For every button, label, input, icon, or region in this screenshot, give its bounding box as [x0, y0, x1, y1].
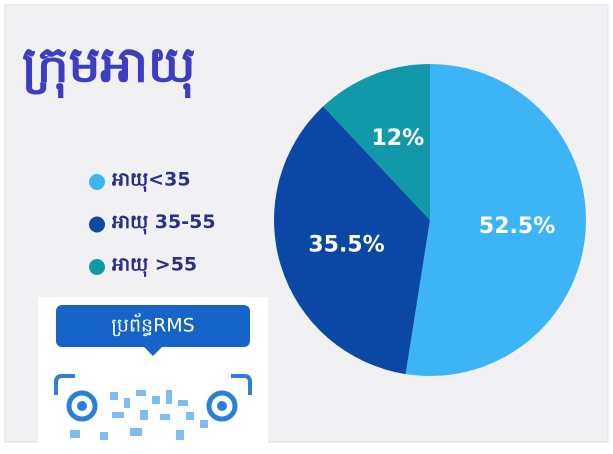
data-label: 12% — [372, 126, 425, 151]
data-label: 35.5% — [308, 233, 384, 258]
qr-card: ប្រព័ន្ធRMS — [38, 297, 268, 450]
qr-finder — [206, 390, 238, 422]
legend-label: អាយុ 35-55 — [112, 211, 216, 235]
legend-swatch — [89, 259, 105, 275]
qr-pointer — [144, 347, 162, 356]
pie-slice — [405, 64, 587, 376]
qr-caption: ប្រព័ន្ធRMS — [111, 313, 195, 337]
qr-frame — [54, 374, 252, 395]
qr-finder — [77, 401, 87, 411]
legend-label: អាយុ<35 — [112, 169, 191, 193]
qr-button — [56, 305, 250, 347]
legend-swatch — [89, 216, 105, 233]
qr-finder — [217, 401, 227, 411]
legend-label: អាយុ >55 — [112, 254, 197, 278]
chart-title: ក្រុមអាយុ — [22, 36, 196, 99]
qr-pattern — [70, 390, 208, 440]
pie-slice — [273, 106, 430, 375]
pie-slice — [323, 63, 430, 220]
data-label: 52.5% — [479, 214, 555, 239]
qr-finder — [66, 390, 98, 422]
legend-swatch — [89, 174, 105, 190]
